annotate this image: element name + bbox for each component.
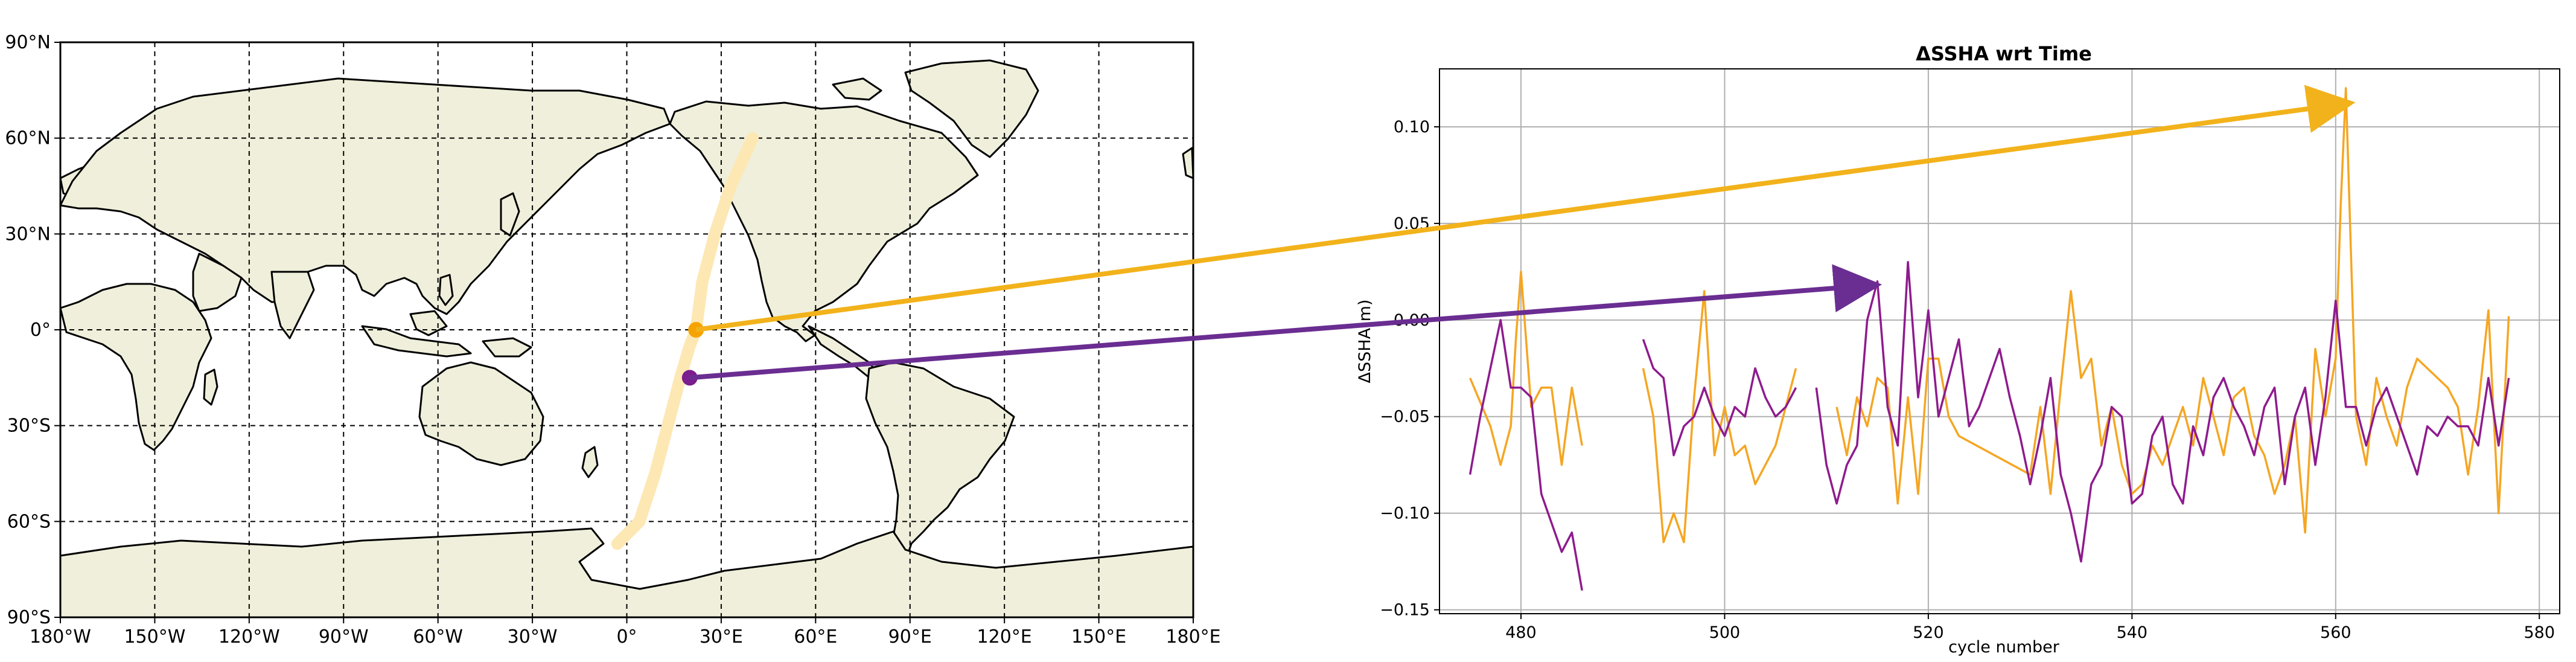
plot-ytick-label: −0.15 — [1380, 601, 1430, 620]
map-ytick-label: 90°N — [5, 32, 51, 53]
land-philippines — [438, 274, 454, 306]
land-arctic-islands — [832, 77, 882, 101]
ground-track — [611, 132, 759, 550]
plot-xtick-label: 480 — [1505, 623, 1537, 642]
land-africa — [59, 283, 212, 451]
land-japan — [500, 192, 520, 237]
plot-ytick-label: 0.10 — [1394, 118, 1430, 137]
land-madagascar — [203, 368, 218, 406]
plot-ylabel: ΔSSHA(m) — [1356, 300, 1374, 384]
map-xtick-label: 180°W — [30, 626, 91, 648]
map-ytick-label: 60°N — [5, 128, 51, 149]
land-south-america — [865, 361, 1015, 566]
plot-title: ΔSSHA wrt Time — [1916, 42, 2092, 65]
series-line-1 — [1642, 339, 1797, 457]
plot-grid — [1439, 69, 2560, 614]
map-xtick-label: 180°E — [1165, 626, 1220, 648]
map-xtick-label: 150°W — [124, 626, 185, 648]
plot-xtick-label: 520 — [1913, 623, 1944, 642]
land-india — [270, 271, 315, 339]
plot-ytick-label: −0.10 — [1380, 504, 1430, 523]
land-indonesia — [361, 325, 472, 358]
plot-xtick-label: 540 — [2117, 623, 2148, 642]
map-xtick-label: 30°W — [508, 626, 558, 648]
map-xtick-label: 60°E — [794, 626, 837, 648]
map-ytick-label: 30°N — [5, 223, 51, 245]
plot-frame — [1439, 68, 2560, 614]
series-line-0 — [1642, 290, 1797, 544]
connector-arrow-1 — [689, 264, 1883, 381]
plot-ticks: 4805005205405605800.100.050.00−0.05−0.10… — [1380, 118, 2555, 642]
land-new-guinea — [482, 337, 532, 358]
map-xtick-label: 30°E — [700, 626, 743, 648]
map-panel: 180°W 150°W 120°W 90°W 60°W 30°W 0° 30°E 60°E 90°… — [5, 32, 1220, 648]
connector-arrows — [689, 85, 2356, 381]
plot-xtick-label: 500 — [1709, 623, 1741, 642]
series-line-0 — [1835, 87, 2510, 534]
map-xtick-label: 120°E — [977, 626, 1032, 648]
plot-xtick-label: 580 — [2523, 623, 2555, 642]
map-ytick-label: 90°S — [7, 607, 51, 628]
ground-track-line — [611, 132, 759, 550]
plot-xtick-label: 560 — [2320, 623, 2351, 642]
series-line-1 — [1468, 319, 1583, 591]
map-ytick-label: 60°S — [7, 511, 51, 532]
plot-xlabel: cycle number — [1948, 638, 2060, 657]
map-ytick-label: 0° — [30, 320, 51, 341]
series-line-1 — [1815, 261, 2510, 563]
map-xtick-label: 60°W — [413, 626, 463, 648]
plot-ytick-label: −0.05 — [1380, 408, 1430, 426]
map-xtick-label: 150°E — [1071, 626, 1126, 648]
map-xtick-label: 0° — [616, 626, 637, 648]
map-grid — [60, 42, 1193, 617]
map-xtick-label: 90°E — [888, 626, 932, 648]
series-line-0 — [1469, 271, 1583, 466]
land-new-zealand — [581, 446, 599, 478]
plot-lines — [1468, 87, 2510, 591]
map-xtick-label: 120°W — [218, 626, 280, 648]
plot-panel: 4805005205405605800.100.050.00−0.05−0.10… — [1356, 42, 2560, 657]
map-ticks: 180°W 150°W 120°W 90°W 60°W 30°W 0° 30°E 60°E 90°… — [5, 32, 1220, 648]
land-arabia — [192, 252, 243, 312]
map-ytick-label: 30°S — [7, 416, 51, 437]
map-xtick-label: 90°W — [319, 626, 369, 648]
plot-background — [1439, 69, 2560, 614]
connector-arrow-0 — [695, 85, 2356, 332]
